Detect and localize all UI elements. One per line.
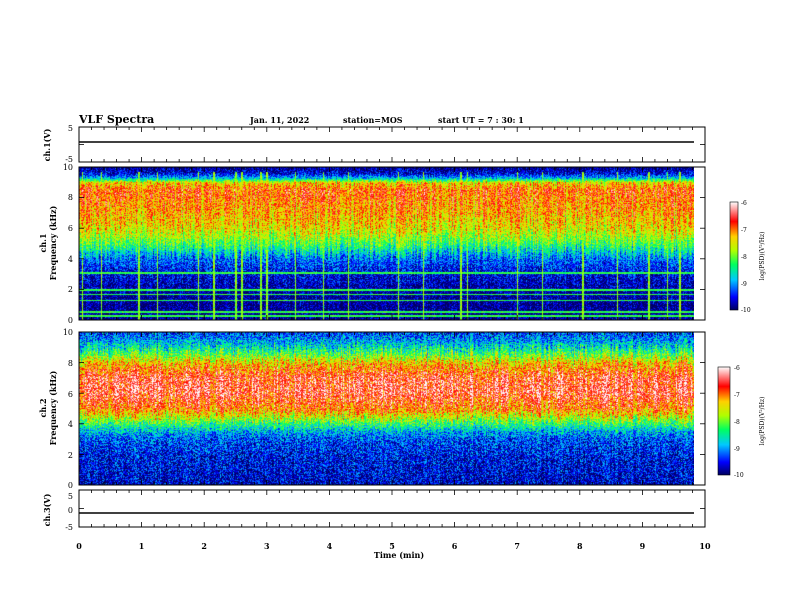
ch1-ytick-labels: 0 2 4 6 8 10 <box>63 163 73 325</box>
ch2-colorbar: -6 -7 -8 -9 -10 log(PSD)(V²/Hz) <box>718 365 766 479</box>
ch1-spectrogram-ylabel: ch.1Frequency (kHz) <box>38 205 58 280</box>
x-tick-label: 8 <box>577 541 583 551</box>
ch1-colorbar-tick: -9 <box>741 281 747 288</box>
ch2-spectrogram-image <box>79 332 694 485</box>
ch1-colorbar-tick: -6 <box>741 200 747 207</box>
x-tick-label: 9 <box>640 541 646 551</box>
ch3-waveform-panel: 5 0 -5 ch.3(V) <box>42 490 705 532</box>
ch1-colorbar-tick: -10 <box>741 307 751 314</box>
ch2-spectrogram-ylabel: ch.2Frequency (kHz) <box>38 370 58 445</box>
x-tick-label: 0 <box>76 541 82 551</box>
ch1-spectrogram-panel: 0 2 4 6 8 10 ch.1Frequency (kHz) <box>38 163 705 325</box>
ch3-ytick-label: -5 <box>65 523 73 532</box>
ch1-ytick-label: 8 <box>68 193 73 202</box>
x-tick-label: 1 <box>139 541 145 551</box>
ch2-colorbar-tick: -10 <box>734 472 744 479</box>
x-axis-label: Time (min) <box>374 550 424 560</box>
ch2-ytick-labels: 0 2 4 6 8 10 <box>63 328 73 490</box>
ch1-waveform-frame <box>79 127 705 162</box>
ch1-colorbar-label: log(PSD)(V²/Hz) <box>759 232 766 281</box>
x-tick-label: 2 <box>201 541 207 551</box>
ch2-colorbar-gradient <box>718 367 730 475</box>
figure-title: VLF Spectra <box>78 113 154 126</box>
start-time-label: start UT = 7 : 30: 1 <box>438 115 524 125</box>
ch2-colorbar-tick: -8 <box>734 419 740 426</box>
ch1-colorbar-tick: -8 <box>741 254 747 261</box>
ch2-ytick-label: 8 <box>68 359 73 368</box>
ch2-colorbar-tick: -7 <box>734 392 740 399</box>
ch2-colorbar-tick: -9 <box>734 446 740 453</box>
ch1-waveform-ylabel: ch.1(V) <box>42 128 52 161</box>
ch2-ytick-label: 4 <box>68 420 73 429</box>
date-label: Jan. 11, 2022 <box>249 115 309 125</box>
ch3-ytick-label: 5 <box>68 492 73 501</box>
ch2-ytick-label: 10 <box>63 328 73 337</box>
ch3-waveform-ylabel: ch.3(V) <box>42 493 52 526</box>
ch2-colorbar-tick: -6 <box>734 365 740 372</box>
x-tick-label: 6 <box>452 541 458 551</box>
station-label: station=MOS <box>343 115 403 125</box>
ch1-ytick-label: 10 <box>63 163 73 172</box>
ch1-ytick-label: 5 <box>68 124 73 133</box>
x-tick-label: 4 <box>327 541 333 551</box>
x-tick-label: 7 <box>514 541 520 551</box>
ch2-spectrogram-panel: 0 2 4 6 8 10 ch.2Frequency (kHz) <box>38 328 705 490</box>
ch1-ytick-label: 0 <box>68 316 73 325</box>
ch1-colorbar: -6 -7 -8 -9 -10 log(PSD)(V²/Hz) <box>730 200 766 314</box>
ch2-ytick-label: 6 <box>68 390 73 399</box>
ch3-waveform-frame <box>79 490 705 527</box>
ch1-ytick-label: 6 <box>68 224 73 233</box>
x-tick-label: 10 <box>699 541 711 551</box>
ch2-ytick-label: 0 <box>68 481 73 490</box>
x-tick-label: 3 <box>264 541 270 551</box>
ch1-ytick-label: 4 <box>68 255 73 264</box>
ch1-colorbar-gradient <box>730 202 738 310</box>
ch1-spectrogram-image <box>79 167 694 320</box>
ch1-ytick-label: 2 <box>68 285 73 294</box>
ch1-waveform-panel: 5 -5 ch.1(V) <box>42 124 705 164</box>
ch3-ytick-label: 0 <box>68 506 73 515</box>
ch2-colorbar-label: log(PSD)(V²/Hz) <box>759 397 766 446</box>
ch2-ytick-label: 2 <box>68 451 73 460</box>
ch1-colorbar-tick: -7 <box>741 227 747 234</box>
